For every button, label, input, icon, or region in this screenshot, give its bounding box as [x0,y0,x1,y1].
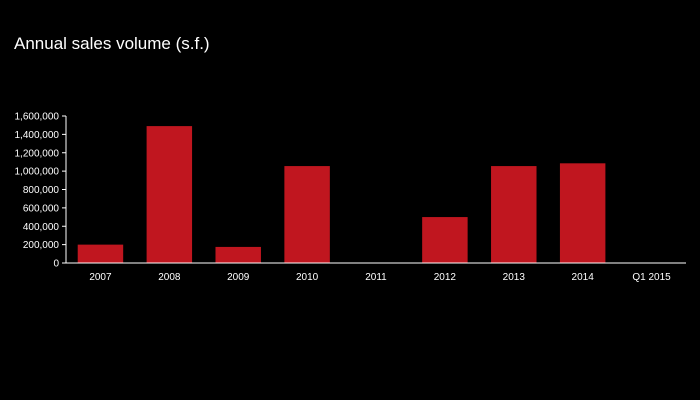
y-tick-label: 1,400,000 [15,130,60,141]
x-tick-label: 2010 [296,272,319,283]
y-tick-label: 1,000,000 [15,167,60,178]
y-axis: 0 200,000 400,000 600,000 800,000 1,000,000 1,… [15,112,67,270]
y-tick-label: 800,000 [23,185,60,196]
y-tick-label: 400,000 [23,222,60,233]
x-tick-label: 2013 [503,272,526,283]
y-tick-label: 600,000 [23,203,60,214]
x-tick-label: 2009 [227,272,250,283]
y-tick-label: 1,200,000 [15,148,60,159]
x-tick-label: 2014 [572,272,595,283]
bar-2013 [491,166,537,263]
y-tick-label: 1,600,000 [15,112,60,123]
x-axis: 2007 2008 2009 2010 2011 2012 2013 2014 Q1 2015 [66,262,686,283]
y-tick-label: 200,000 [23,240,60,251]
x-tick-label: 2011 [365,272,387,283]
bar-2010 [284,166,330,263]
bar-2008 [146,126,193,263]
y-tick-label: 0 [53,259,59,270]
bar-2012 [422,217,468,263]
x-tick-label: Q1 2015 [632,272,671,283]
chart-title: Annual sales volume (s.f.) [14,34,210,53]
bar-2007 [77,244,124,263]
x-tick-label: 2008 [158,272,181,283]
bar-2014 [559,163,606,263]
bar-2009 [215,246,261,263]
bars [77,126,606,263]
x-tick-label: 2012 [434,272,457,283]
x-tick-label: 2007 [89,272,112,283]
